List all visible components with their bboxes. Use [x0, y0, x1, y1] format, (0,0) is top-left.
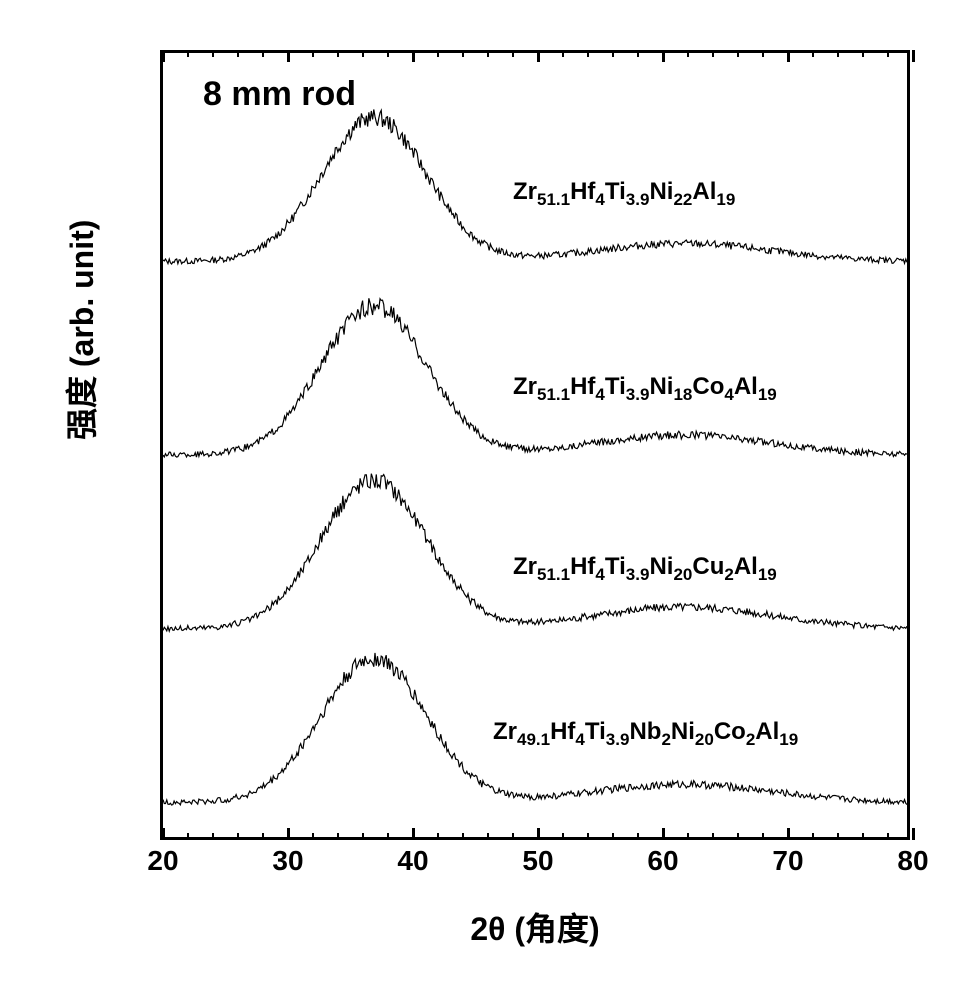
x-tick-minor-top: [862, 50, 864, 57]
x-tick-minor: [512, 833, 514, 840]
series-label: Zr51.1Hf4Ti3.9Ni22Al19: [513, 178, 735, 210]
series-label: Zr51.1Hf4Ti3.9Ni20Cu2Al19: [513, 553, 777, 585]
x-tick-minor: [362, 833, 364, 840]
x-tick-minor-top: [337, 50, 339, 57]
x-tick-minor-top: [237, 50, 239, 57]
x-tick-minor: [812, 833, 814, 840]
x-tick-major: [662, 828, 665, 840]
x-tick-major-top: [412, 50, 415, 62]
series-label: Zr51.1Hf4Ti3.9Ni18Co4Al19: [513, 373, 777, 405]
x-tick-minor-top: [737, 50, 739, 57]
x-tick-minor: [462, 833, 464, 840]
x-tick-minor-top: [512, 50, 514, 57]
x-tick-minor: [737, 833, 739, 840]
x-tick-minor-top: [312, 50, 314, 57]
x-tick-label: 80: [897, 845, 928, 877]
x-tick-minor-top: [362, 50, 364, 57]
x-tick-label: 60: [647, 845, 678, 877]
x-tick-minor-top: [687, 50, 689, 57]
xrd-chart: 强度 (arb. unit) 2θ (角度) 8 mm rod 20304050…: [40, 30, 930, 970]
x-tick-minor-top: [262, 50, 264, 57]
x-tick-minor-top: [612, 50, 614, 57]
x-tick-label: 50: [522, 845, 553, 877]
x-tick-minor: [562, 833, 564, 840]
x-tick-major-top: [912, 50, 915, 62]
x-tick-minor: [712, 833, 714, 840]
x-axis-label: 2θ (角度): [470, 904, 599, 950]
x-tick-minor: [337, 833, 339, 840]
x-tick-minor-top: [587, 50, 589, 57]
x-tick-minor-top: [462, 50, 464, 57]
x-tick-label: 70: [772, 845, 803, 877]
x-tick-minor-top: [837, 50, 839, 57]
x-tick-major: [412, 828, 415, 840]
x-tick-minor-top: [812, 50, 814, 57]
x-tick-major-top: [662, 50, 665, 62]
x-tick-minor-top: [562, 50, 564, 57]
x-tick-major-top: [162, 50, 165, 62]
x-tick-minor-top: [437, 50, 439, 57]
y-axis-label: 强度 (arb. unit): [57, 220, 103, 440]
x-tick-major-top: [537, 50, 540, 62]
x-tick-label: 30: [272, 845, 303, 877]
x-tick-minor: [437, 833, 439, 840]
x-tick-minor: [237, 833, 239, 840]
x-tick-minor-top: [187, 50, 189, 57]
x-tick-minor-top: [487, 50, 489, 57]
x-tick-minor: [212, 833, 214, 840]
x-tick-major: [787, 828, 790, 840]
x-tick-label: 20: [147, 845, 178, 877]
series-label: Zr49.1Hf4Ti3.9Nb2Ni20Co2Al19: [493, 718, 798, 750]
x-tick-minor: [862, 833, 864, 840]
x-tick-major: [287, 828, 290, 840]
x-tick-minor-top: [887, 50, 889, 57]
plot-area: 8 mm rod 20304050607080 Zr51.1Hf4Ti3.9Ni…: [160, 50, 910, 840]
x-tick-minor: [187, 833, 189, 840]
x-tick-major-top: [787, 50, 790, 62]
x-tick-minor: [612, 833, 614, 840]
x-tick-minor: [637, 833, 639, 840]
x-tick-minor: [387, 833, 389, 840]
x-tick-minor-top: [387, 50, 389, 57]
x-tick-minor: [687, 833, 689, 840]
x-tick-major-top: [287, 50, 290, 62]
x-tick-minor: [487, 833, 489, 840]
x-tick-minor-top: [212, 50, 214, 57]
x-tick-label: 40: [397, 845, 428, 877]
x-tick-major: [912, 828, 915, 840]
x-tick-major: [537, 828, 540, 840]
x-tick-minor-top: [712, 50, 714, 57]
x-tick-minor: [587, 833, 589, 840]
x-tick-minor-top: [637, 50, 639, 57]
x-tick-major: [162, 828, 165, 840]
x-tick-minor: [312, 833, 314, 840]
x-tick-minor: [887, 833, 889, 840]
x-tick-minor: [762, 833, 764, 840]
x-tick-minor-top: [762, 50, 764, 57]
x-tick-minor: [837, 833, 839, 840]
x-tick-minor: [262, 833, 264, 840]
